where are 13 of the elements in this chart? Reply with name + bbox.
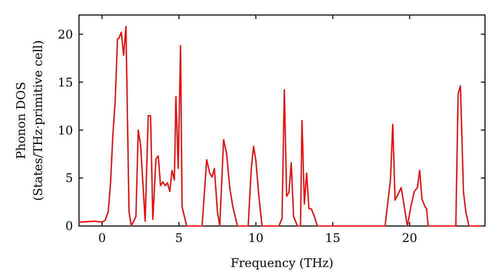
y-tick-label: 0 xyxy=(65,219,73,234)
x-tick-label: 15 xyxy=(325,231,340,245)
y-tick-label: 10 xyxy=(58,123,73,138)
x-tick-label: 5 xyxy=(175,231,183,245)
y-tick-label: 5 xyxy=(65,171,73,186)
x-tick-label: 10 xyxy=(248,231,264,245)
x-tick-label: 0 xyxy=(98,231,106,245)
line-series xyxy=(79,26,482,227)
x-axis-title: Frequency (THz) xyxy=(230,256,334,270)
y-axis-title: Phonon DOS (States/THz·primitive cell) xyxy=(14,40,45,201)
x-tick-label: 20 xyxy=(402,231,418,245)
y-tick-label: 15 xyxy=(58,75,73,90)
y-tick-label: 20 xyxy=(58,27,73,42)
